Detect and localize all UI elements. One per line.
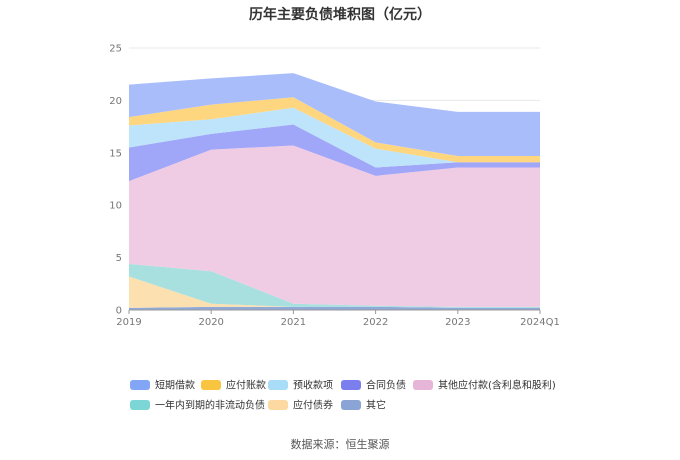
area-series-0[interactable] (129, 306, 540, 310)
legend-swatch (413, 380, 433, 390)
area-series-3[interactable] (129, 145, 540, 307)
legend-label: 预收款项 (293, 379, 333, 392)
y-tick-label: 25 (109, 44, 122, 55)
legend-item[interactable]: 合同负债 (341, 379, 406, 392)
y-tick-label: 10 (109, 201, 122, 212)
legend-item[interactable]: 一年内到期的非流动负债 (130, 399, 265, 412)
x-tick-label: 2020 (198, 317, 223, 328)
area-series-2[interactable] (129, 263, 540, 308)
area-series-4[interactable] (129, 124, 540, 182)
legend-label: 应付债券 (293, 399, 333, 412)
legend-item[interactable]: 短期借款 (130, 379, 195, 392)
legend-item[interactable]: 应付债券 (268, 399, 333, 412)
chart-title: 历年主要负债堆积图（亿元） (249, 7, 431, 23)
legend-item[interactable]: 预收款项 (268, 379, 333, 392)
area-layer (129, 73, 540, 310)
x-tick-label: 2023 (445, 317, 470, 328)
legend-label: 其它 (366, 399, 386, 412)
legend-swatch (130, 400, 150, 410)
x-tick-label: 2021 (281, 317, 306, 328)
legend-swatch (268, 380, 288, 390)
axis-layer: 0 5 10 15 20 25 2019 2020 2021 2022 2023 2024Q1 (109, 44, 560, 329)
legend-swatch (268, 400, 288, 410)
area-series-7[interactable] (129, 73, 540, 156)
x-tick-label: 2019 (116, 317, 141, 328)
legend-swatch (341, 400, 361, 410)
legend-label: 其他应付款(含利息和股利) (438, 379, 556, 392)
y-tick-label: 20 (109, 96, 122, 107)
legend-swatch (341, 380, 361, 390)
legend-swatch (130, 380, 150, 390)
x-tick-label: 2024Q1 (520, 317, 560, 328)
y-tick-label: 5 (116, 253, 122, 264)
legend[interactable]: 短期借款 应付账款 预收款项 合同负债 其他应付款(含利息和股利) 一年内到期的非流动负债… (130, 379, 556, 412)
legend-item[interactable]: 其它 (341, 399, 386, 412)
area-series-1[interactable] (129, 276, 540, 308)
legend-item[interactable]: 应付账款 (201, 379, 266, 392)
legend-label: 应付账款 (226, 379, 266, 392)
data-source-note: 数据来源：恒生聚源 (290, 438, 390, 451)
y-tick-label: 0 (116, 306, 122, 317)
stacked-area-chart: 0 5 10 15 20 25 2019 2020 2021 2022 2023 2024Q1 短期借… (109, 44, 560, 412)
legend-label: 短期借款 (155, 379, 195, 392)
legend-swatch (201, 380, 221, 390)
y-tick-label: 15 (109, 148, 122, 159)
area-series-6[interactable] (129, 97, 540, 163)
legend-item[interactable]: 其他应付款(含利息和股利) (413, 379, 556, 392)
x-tick-label: 2022 (363, 317, 388, 328)
area-series-5[interactable] (129, 107, 540, 168)
legend-label: 一年内到期的非流动负债 (155, 399, 265, 412)
legend-label: 合同负债 (366, 379, 406, 392)
